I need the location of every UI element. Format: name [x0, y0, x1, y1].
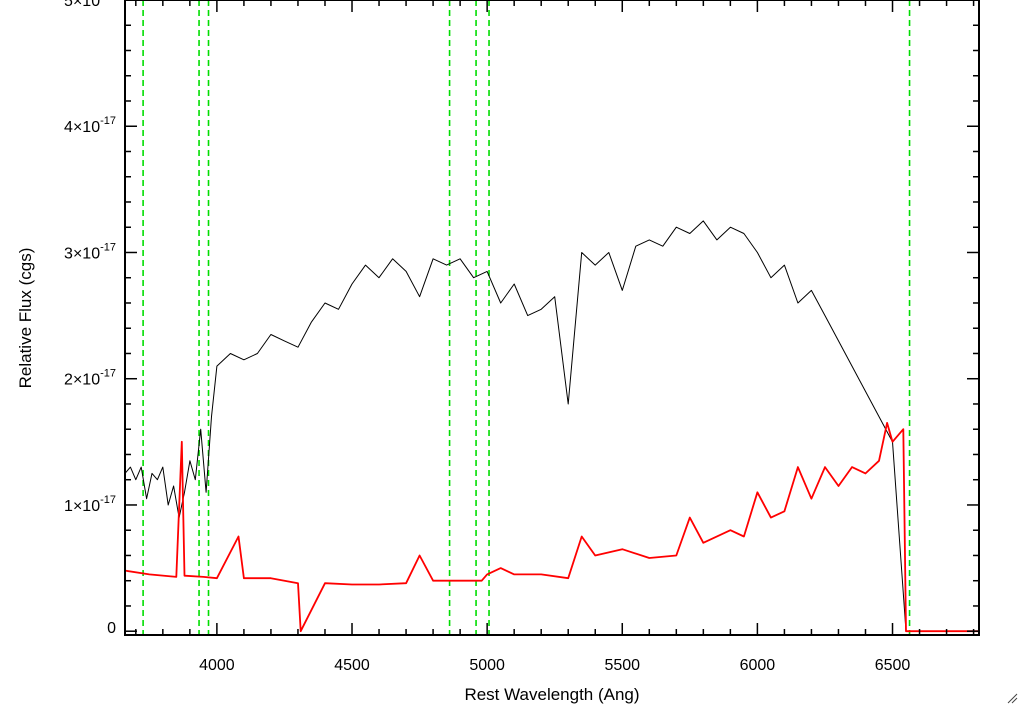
x-tick-label: 5000: [469, 657, 505, 674]
plot-frame: [124, 0, 980, 636]
x-tick-label: 4500: [334, 657, 370, 674]
y-tick-label: 4×10-17: [64, 115, 116, 136]
x-tick-label: 6000: [740, 657, 776, 674]
emission-line-markers: [142, 0, 911, 635]
series-line-0: [125, 220, 907, 632]
y-tick-label: 2×10-17: [64, 368, 116, 389]
y-tick-label: 3×10-17: [64, 241, 116, 262]
y-axis-ticks: 0 1×10-17 2×10-17 3×10-17 4×10-17 5×10-17: [64, 0, 979, 637]
x-tick-label: 6500: [875, 657, 911, 674]
x-tick-label: 4000: [199, 657, 235, 674]
y-tick-label: 1×10-17: [64, 494, 116, 515]
y-axis-label: Relative Flux (cgs): [16, 248, 35, 389]
y-tick-label: 5×10-17: [64, 0, 116, 10]
resize-grip-icon[interactable]: [1006, 692, 1018, 704]
spectrum-series: [125, 220, 979, 633]
x-axis-ticks: 4000 4500 5000 5500 6000 6500: [135, 0, 975, 674]
x-tick-label: 5500: [604, 657, 640, 674]
y-tick-label: 0: [107, 620, 116, 637]
x-axis-label: Rest Wavelength (Ang): [464, 685, 639, 704]
series-line-1: [125, 421, 979, 633]
